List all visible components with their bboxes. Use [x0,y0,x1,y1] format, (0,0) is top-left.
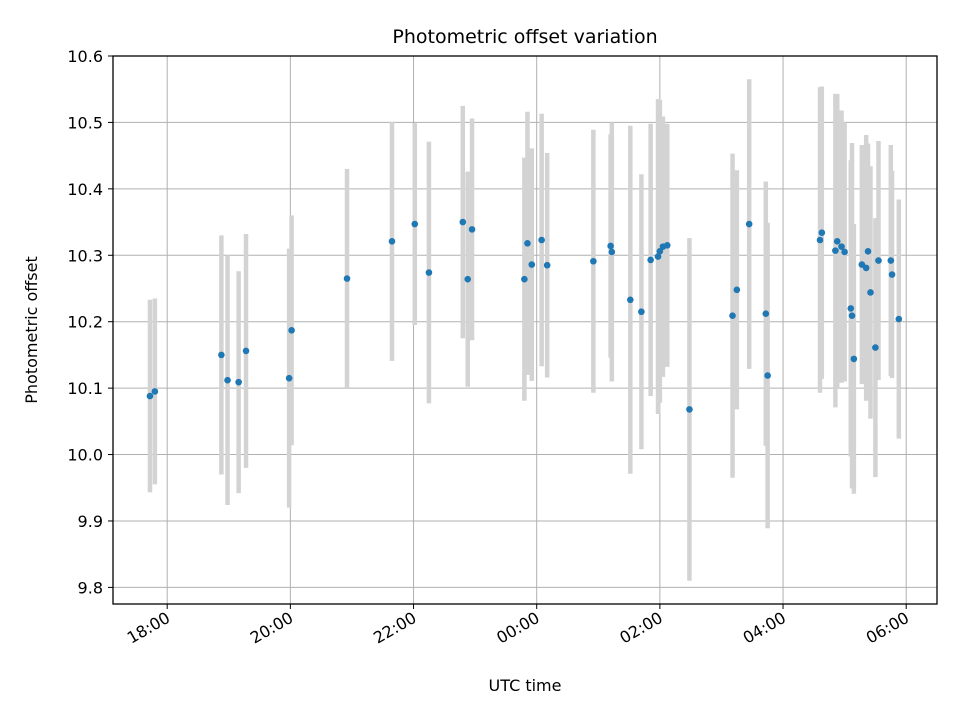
data-point [459,218,467,226]
data-point [733,286,741,294]
data-point [543,261,551,269]
data-point [242,347,250,355]
data-point [288,327,295,334]
data-point [888,271,896,278]
plot-frame [112,55,938,605]
data-point [411,220,419,228]
data-point [850,355,858,363]
data-point [832,247,839,254]
y-tick-label: 10.1 [67,379,103,398]
x-axis-label: UTC time [489,676,562,695]
data-point [663,242,671,249]
data-point [833,238,841,245]
chart-title: Photometric offset variation [392,26,657,48]
data-point [745,220,753,228]
data-point [862,264,870,272]
data-point [285,374,293,382]
y-axis-ticks: 9.8 9.9 10.0 10.1 10.2 10.3 10.4 10.5 10.6 [67,47,113,597]
data-point [838,243,845,250]
data-points [146,218,903,413]
data-point [887,257,895,264]
data-point [538,236,545,244]
y-tick-label: 9.8 [78,578,103,597]
data-point [627,296,634,304]
data-point [151,388,159,395]
y-tick-label: 10.0 [67,446,103,465]
data-point [729,312,736,320]
y-tick-label: 9.9 [78,512,103,531]
data-point [638,308,645,316]
data-point [235,378,242,386]
data-point [425,269,433,276]
data-point [468,226,476,233]
data-point [872,344,879,351]
y-tick-label: 10.4 [67,180,103,199]
data-point [524,240,531,247]
data-point [590,257,597,265]
y-tick-label: 10.6 [67,47,103,66]
data-point [608,248,616,256]
data-point [848,312,856,320]
data-point [764,372,771,379]
data-point [218,351,225,359]
data-point [343,275,351,282]
data-point [841,248,848,256]
data-point [762,310,770,318]
data-point [864,247,872,255]
data-point [528,261,536,268]
data-point [816,236,824,244]
data-point [647,256,654,264]
data-point [224,376,231,384]
y-tick-label: 10.2 [67,313,103,332]
data-point [818,229,826,236]
data-point [464,275,472,283]
y-tick-label: 10.3 [67,246,103,265]
data-point [686,406,693,413]
data-point [388,238,396,245]
data-point [867,289,874,296]
data-point [895,315,903,323]
data-point [847,305,855,312]
data-point [656,247,664,255]
y-tick-label: 10.5 [67,113,103,132]
data-point [654,253,662,260]
y-axis-label: Photometric offset [22,256,41,404]
data-point [521,275,528,283]
data-point [146,392,154,400]
data-point [875,257,882,264]
data-point [607,242,614,250]
